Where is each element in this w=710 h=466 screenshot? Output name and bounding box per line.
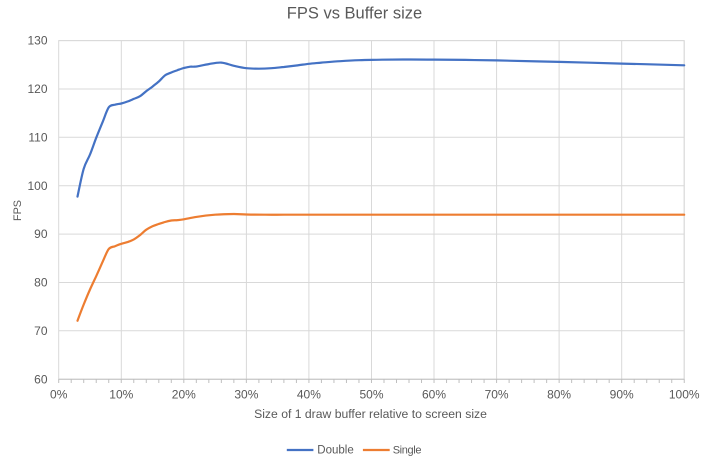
svg-text:Double: Double — [317, 444, 353, 456]
svg-text:100: 100 — [27, 179, 47, 193]
svg-text:Single: Single — [393, 444, 422, 456]
svg-text:FPS: FPS — [12, 200, 24, 221]
svg-text:70: 70 — [34, 324, 48, 338]
svg-text:80%: 80% — [547, 387, 571, 401]
svg-text:110: 110 — [28, 130, 47, 144]
svg-text:70%: 70% — [485, 387, 509, 401]
svg-text:Size of 1 draw buffer relative: Size of 1 draw buffer relative to screen… — [254, 407, 487, 421]
svg-text:100%: 100% — [669, 387, 700, 401]
svg-text:60: 60 — [34, 372, 48, 386]
svg-text:30%: 30% — [234, 387, 258, 401]
svg-text:FPS vs Buffer size: FPS vs Buffer size — [287, 5, 422, 23]
svg-text:90: 90 — [34, 227, 48, 241]
svg-text:50%: 50% — [359, 387, 383, 401]
svg-text:10%: 10% — [109, 387, 133, 401]
svg-text:130: 130 — [27, 34, 47, 48]
svg-text:40%: 40% — [297, 387, 321, 401]
svg-text:20%: 20% — [172, 387, 196, 401]
svg-text:60%: 60% — [422, 387, 446, 401]
svg-text:120: 120 — [27, 82, 47, 96]
svg-text:0%: 0% — [50, 387, 68, 401]
svg-text:80: 80 — [34, 276, 48, 290]
svg-text:90%: 90% — [610, 387, 634, 401]
